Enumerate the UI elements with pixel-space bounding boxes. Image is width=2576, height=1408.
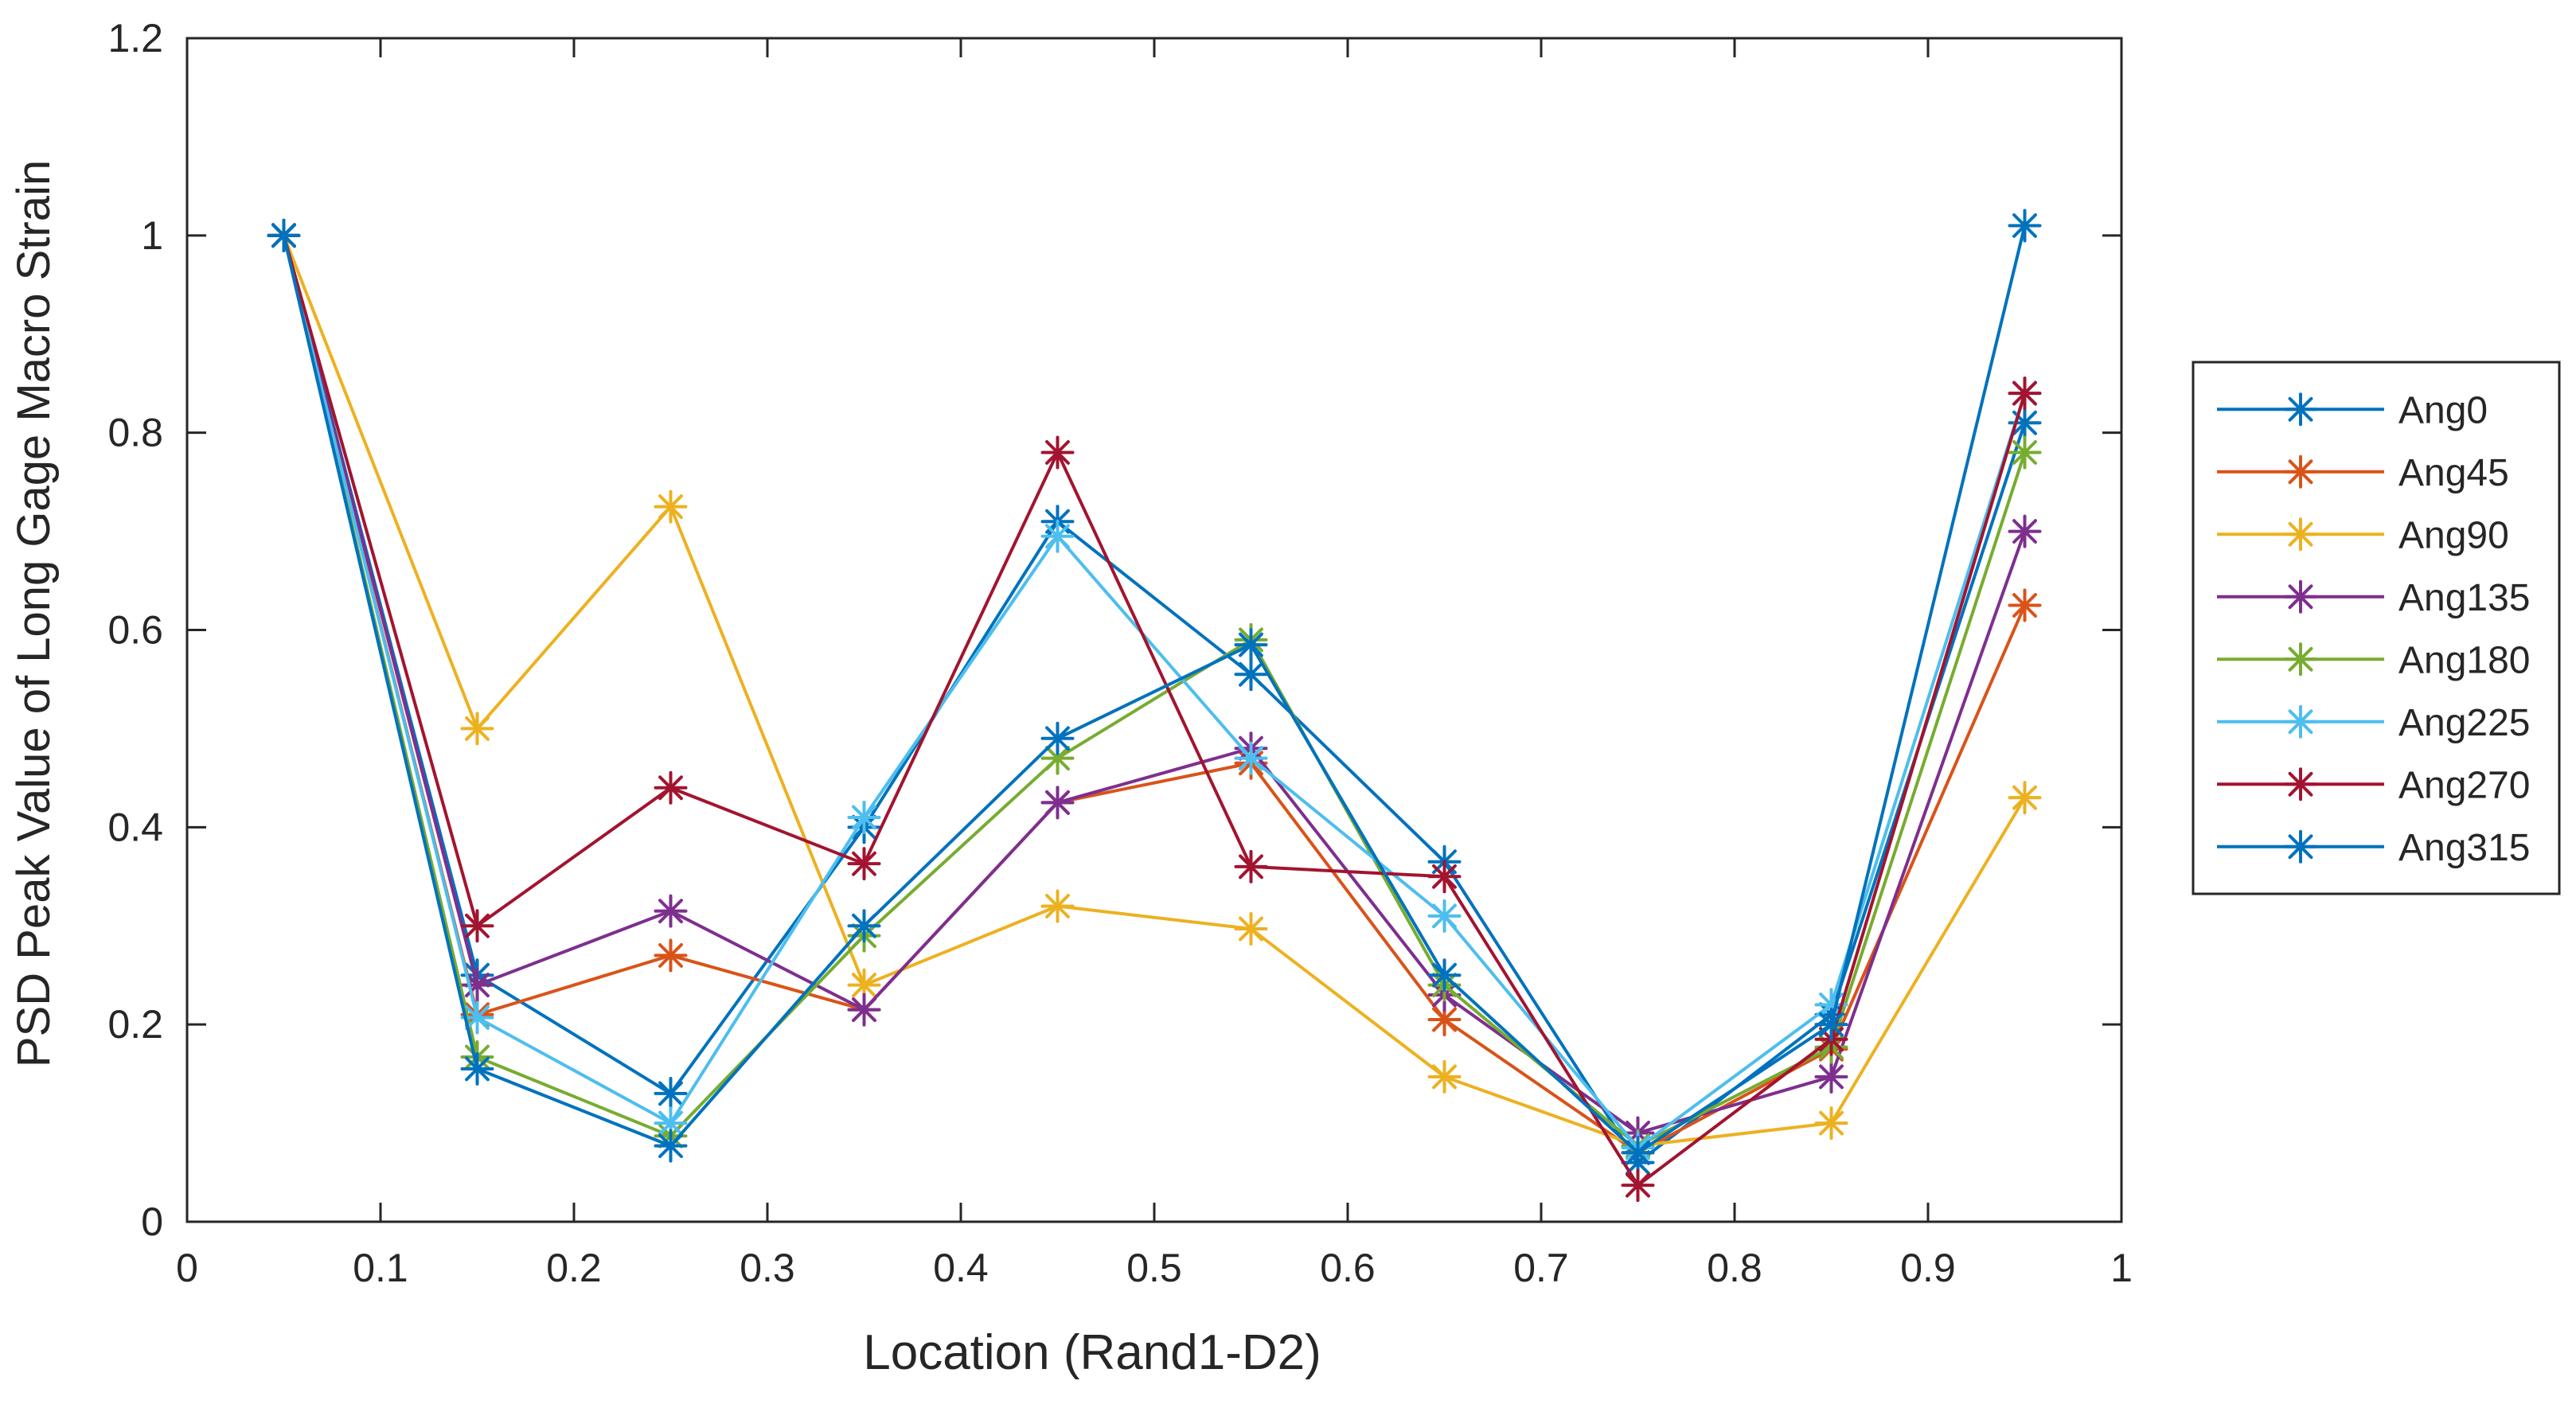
data-point-ang180 bbox=[1040, 741, 1075, 775]
legend-marker-ang0 bbox=[2284, 392, 2317, 427]
data-point-ang45 bbox=[654, 938, 688, 973]
data-point-ang270 bbox=[1427, 860, 1462, 894]
data-point-ang315 bbox=[1427, 958, 1462, 993]
y-tick-label: 0.6 bbox=[107, 608, 163, 653]
legend-marker-ang180 bbox=[2284, 642, 2317, 677]
data-point-ang270 bbox=[654, 770, 688, 805]
data-point-ang225 bbox=[1040, 519, 1075, 553]
data-point-ang270 bbox=[460, 909, 494, 943]
data-point-ang90 bbox=[2008, 781, 2042, 815]
legend-box bbox=[2192, 361, 2561, 895]
x-tick-label: 0.3 bbox=[740, 1246, 795, 1290]
data-point-ang270 bbox=[847, 847, 881, 881]
x-axis-label: Location (Rand1-D2) bbox=[863, 1325, 1321, 1380]
data-point-ang315 bbox=[267, 218, 301, 252]
series-layer bbox=[267, 209, 2042, 1203]
x-tick-label: 0.2 bbox=[546, 1246, 602, 1290]
data-point-ang315 bbox=[1814, 1008, 1848, 1042]
data-point-ang315 bbox=[1234, 628, 1268, 662]
y-axis-label: PSD Peak Value of Long Gage Macro Strain bbox=[8, 160, 60, 1067]
legend-label: Ang0 bbox=[2398, 389, 2488, 431]
legend-label: Ang180 bbox=[2398, 639, 2531, 681]
data-point-ang270 bbox=[1621, 1168, 1655, 1203]
data-point-ang0 bbox=[1234, 657, 1268, 692]
data-point-ang90 bbox=[1040, 889, 1075, 923]
data-point-ang180 bbox=[2008, 435, 2042, 470]
data-point-ang225 bbox=[1234, 741, 1268, 775]
axes: 0 0.1 0.2 0.3 0.4 0.5 0.6 0.7 0.8 0.9 1 0 0.2 0.4 0.6 0… bbox=[107, 16, 2132, 1290]
legend-label: Ang225 bbox=[2398, 702, 2531, 744]
data-point-ang225 bbox=[847, 800, 881, 834]
legend-label: Ang315 bbox=[2398, 827, 2531, 869]
x-tick-label: 0.6 bbox=[1320, 1246, 1376, 1290]
data-point-ang0 bbox=[654, 1076, 688, 1110]
series-line-ang45 bbox=[282, 235, 2027, 1155]
legend: Ang0 Ang45 Ang90 Ang135 Ang180 Ang225 Ang270 An… bbox=[2192, 361, 2561, 895]
series-line-ang270 bbox=[282, 235, 2027, 1188]
data-point-ang270 bbox=[1234, 849, 1268, 883]
legend-marker-ang90 bbox=[2284, 517, 2317, 552]
data-point-ang90 bbox=[460, 712, 494, 746]
data-point-ang135 bbox=[1814, 1059, 1848, 1094]
series-line-ang180 bbox=[282, 235, 2027, 1148]
plot-area bbox=[185, 37, 2123, 1223]
x-tick-label: 0.8 bbox=[1707, 1246, 1762, 1290]
y-tick-label: 1 bbox=[141, 213, 163, 258]
y-tick-label: 1.2 bbox=[107, 16, 163, 60]
series-line-ang90 bbox=[282, 235, 2027, 1148]
legend-label: Ang90 bbox=[2398, 514, 2509, 556]
legend-marker-ang225 bbox=[2284, 704, 2317, 739]
series-line-ang225 bbox=[282, 235, 2027, 1150]
data-point-ang45 bbox=[2008, 588, 2042, 622]
y-tick-label: 0.4 bbox=[107, 805, 163, 849]
plot-frame bbox=[185, 37, 2123, 1223]
legend-marker-ang45 bbox=[2284, 454, 2317, 489]
y-tick-label: 0.2 bbox=[107, 1002, 163, 1047]
data-point-ang315 bbox=[1040, 721, 1075, 755]
legend-marker-ang135 bbox=[2284, 579, 2317, 614]
x-tick-label: 0.1 bbox=[353, 1246, 408, 1290]
data-point-ang270 bbox=[2008, 376, 2042, 411]
x-tick-label: 0.7 bbox=[1513, 1246, 1569, 1290]
x-tick-label: 0.5 bbox=[1126, 1246, 1182, 1290]
data-point-ang90 bbox=[1427, 1059, 1462, 1094]
data-point-ang135 bbox=[654, 894, 688, 928]
series-line-ang315 bbox=[282, 224, 2027, 1155]
series-line-ang135 bbox=[282, 235, 2027, 1135]
data-point-ang315 bbox=[847, 909, 881, 943]
legend-label: Ang270 bbox=[2398, 764, 2531, 806]
data-point-ang315 bbox=[1621, 1136, 1655, 1170]
y-tick-label: 0 bbox=[141, 1199, 163, 1244]
x-tick-label: 0.9 bbox=[1900, 1246, 1956, 1290]
data-point-ang225 bbox=[460, 1000, 494, 1035]
x-tick-label: 0 bbox=[176, 1246, 198, 1290]
data-point-ang270 bbox=[1040, 435, 1075, 470]
legend-marker-ang270 bbox=[2284, 767, 2317, 802]
data-point-ang315 bbox=[654, 1129, 688, 1163]
x-tick-label: 1 bbox=[2110, 1246, 2133, 1290]
data-point-ang135 bbox=[2008, 514, 2042, 548]
data-point-ang90 bbox=[1814, 1106, 1848, 1141]
data-point-ang225 bbox=[1427, 899, 1462, 933]
legend-marker-ang315 bbox=[2284, 829, 2317, 864]
data-point-ang135 bbox=[847, 993, 881, 1027]
y-tick-label: 0.8 bbox=[107, 411, 163, 455]
data-point-ang315 bbox=[460, 1051, 494, 1086]
data-point-ang135 bbox=[1040, 786, 1075, 820]
legend-label: Ang45 bbox=[2398, 452, 2509, 494]
data-point-ang90 bbox=[654, 489, 688, 524]
data-point-ang315 bbox=[2008, 209, 2042, 243]
data-point-ang90 bbox=[1234, 911, 1268, 946]
legend-label: Ang135 bbox=[2398, 577, 2531, 619]
x-tick-label: 0.4 bbox=[933, 1246, 989, 1290]
